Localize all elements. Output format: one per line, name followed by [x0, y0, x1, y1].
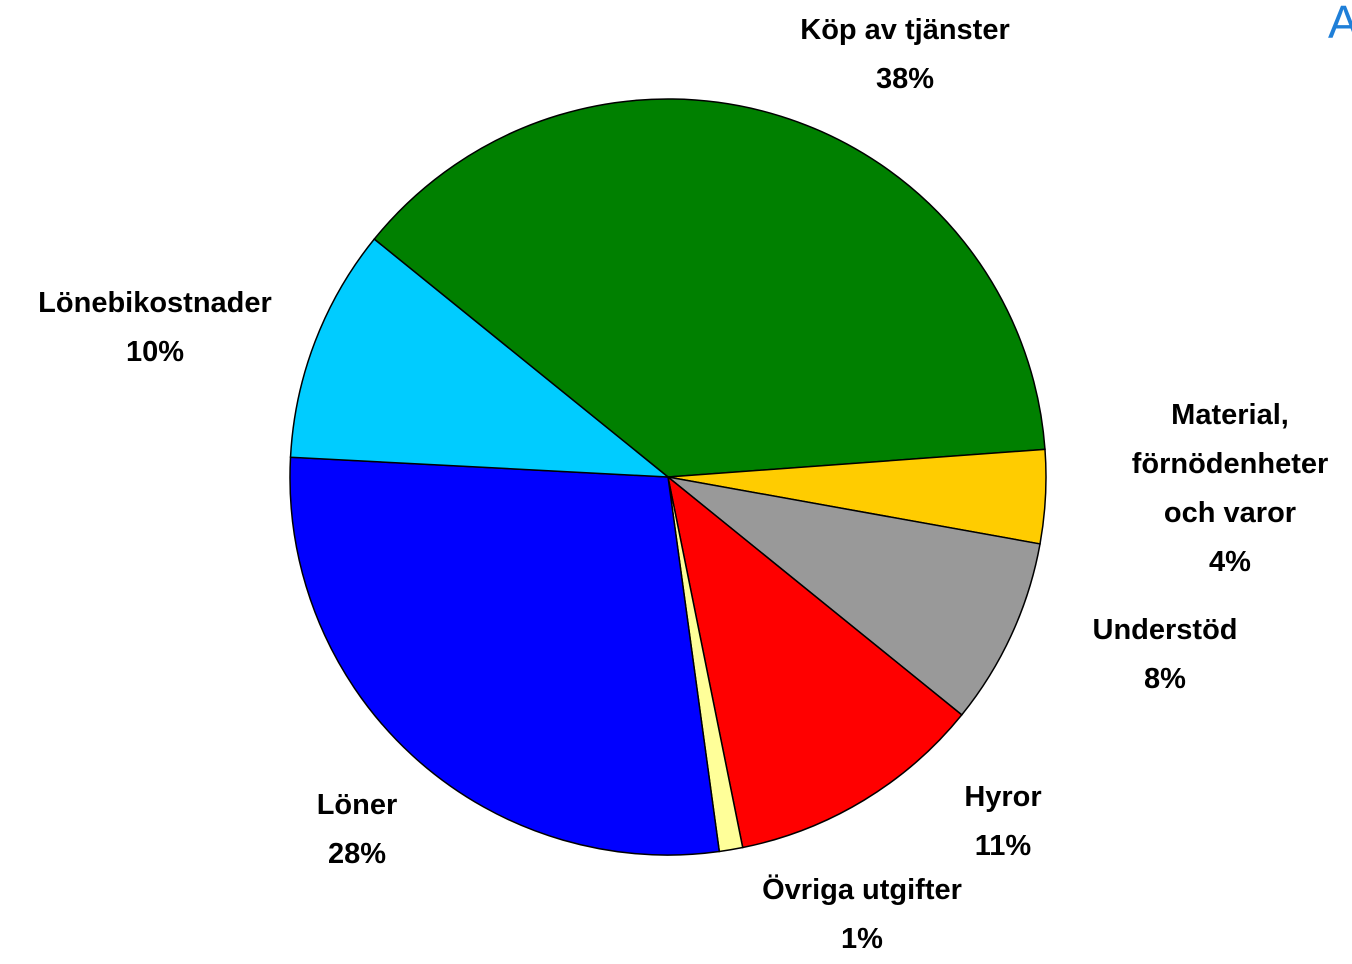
- value-label: 10%: [125, 336, 185, 368]
- slice-label: Understöd 8%: [1035, 606, 1295, 704]
- slice-label: Material, förnödenheter och varor 4%: [1110, 391, 1350, 587]
- pie-slice: [667, 476, 1041, 716]
- pie-slice: [373, 98, 1046, 478]
- category-label: Övriga utgifter: [762, 874, 962, 906]
- pie-slice: [289, 456, 721, 856]
- value-label: 11%: [974, 830, 1032, 862]
- pie-slice: [666, 475, 963, 849]
- slice-label: Lönebikostnader 10%: [5, 279, 305, 377]
- category-label: Köp av tjänster: [800, 14, 1010, 46]
- category-label: Material, förnödenheter och varor: [1131, 399, 1329, 529]
- slice-label: Övriga utgifter 1%: [702, 866, 1022, 964]
- category-label: Lönebikostnader: [38, 287, 272, 319]
- value-label: 4%: [1209, 546, 1251, 578]
- slice-label: Köp av tjänster 38%: [745, 6, 1065, 104]
- slice-label: Löner 28%: [257, 781, 457, 879]
- value-label: 1%: [841, 923, 883, 955]
- value-label: 8%: [1144, 663, 1186, 695]
- corner-text: A: [1328, 0, 1352, 48]
- category-label: Understöd: [1092, 614, 1238, 646]
- pie-slice: [289, 238, 671, 478]
- category-label: Löner: [316, 789, 398, 821]
- category-label: Hyror: [964, 781, 1042, 813]
- slice-label: Hyror 11%: [903, 773, 1103, 871]
- value-label: 28%: [327, 838, 387, 870]
- value-label: 38%: [875, 63, 935, 95]
